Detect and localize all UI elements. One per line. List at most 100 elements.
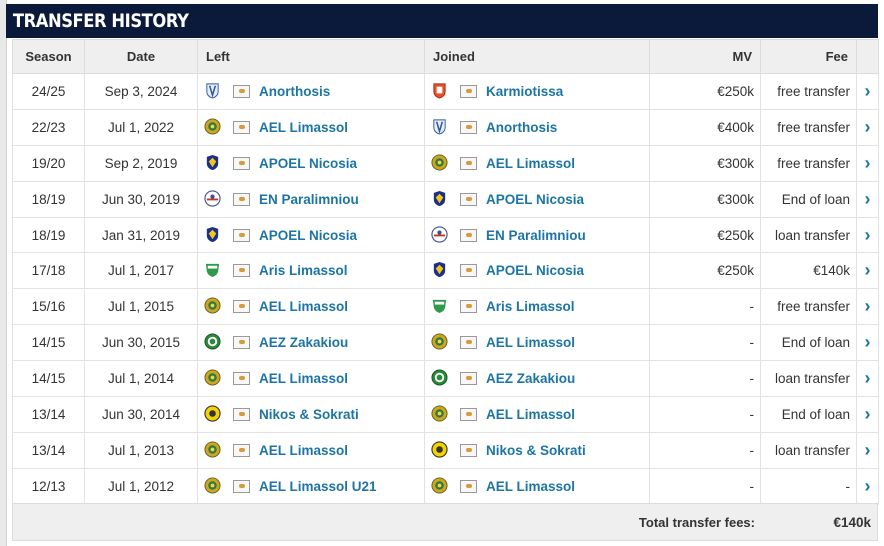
aris-crest-icon[interactable] [204, 261, 221, 280]
date-cell: Jul 1, 2013 [84, 431, 198, 469]
left-club-link[interactable]: APOEL Nicosia [259, 227, 358, 243]
chevron-right-icon[interactable]: › [856, 252, 879, 290]
transfer-row[interactable]: 18/19 Jun 30, 2019 EN Paralimniou APOEL Nic… [12, 180, 879, 218]
joined-club-cell: AEZ Zakakiou [424, 360, 650, 398]
season-cell: 18/19 [12, 180, 85, 218]
fee-cell: loan transfer [760, 216, 857, 254]
left-club-cell: APOEL Nicosia [197, 216, 425, 254]
season-cell: 14/15 [12, 360, 85, 398]
transfer-row[interactable]: 22/23 Jul 1, 2022 AEL Limassol Anorthosis €4… [12, 108, 879, 146]
aris-crest-icon[interactable] [431, 297, 448, 316]
joined-club-link[interactable]: Anorthosis [486, 119, 558, 135]
transfer-row[interactable]: 13/14 Jun 30, 2014 Nikos & Sokrati AEL Lima… [12, 396, 879, 433]
left-club-cell: AEL Limassol U21 [197, 467, 425, 505]
joined-club-link[interactable]: APOEL Nicosia [486, 263, 585, 279]
aez-crest-icon[interactable] [204, 333, 221, 352]
chevron-right-icon[interactable]: › [856, 216, 879, 254]
market-value-cell: €300k [649, 144, 761, 182]
transfer-table: Season Date Left Joined MV Fee 24/25 Sep … [12, 39, 879, 505]
joined-club-link[interactable]: Nikos & Sokrati [486, 442, 586, 458]
paralimni-crest-icon[interactable] [431, 225, 448, 245]
chevron-right-icon[interactable]: › [856, 73, 879, 110]
left-club-link[interactable]: Aris Limassol [259, 263, 348, 279]
left-club-link[interactable]: AEL Limassol [259, 299, 349, 315]
chevron-right-icon[interactable]: › [856, 288, 879, 326]
chevron-right-icon[interactable]: › [856, 108, 879, 146]
market-value-cell: €250k [649, 216, 761, 254]
apoel-crest-icon[interactable] [431, 261, 448, 280]
left-club-link[interactable]: AEL Limassol [259, 371, 349, 387]
ael-crest-icon[interactable] [204, 477, 221, 496]
apoel-crest-icon[interactable] [204, 226, 221, 245]
joined-club-link[interactable]: AEL Limassol [486, 335, 576, 351]
left-club-link[interactable]: AEL Limassol U21 [259, 478, 377, 494]
chevron-right-icon[interactable]: › [856, 431, 879, 469]
chevron-right-icon[interactable]: › [856, 360, 879, 398]
joined-club-link[interactable]: EN Paralimniou [486, 227, 586, 243]
cyprus-flag-icon [460, 407, 477, 421]
nikos-crest-icon[interactable] [204, 405, 221, 424]
left-club-link[interactable]: Anorthosis [259, 83, 331, 99]
chevron-right-icon[interactable]: › [856, 144, 879, 182]
cyprus-flag-icon [460, 192, 477, 206]
transfer-row[interactable]: 24/25 Sep 3, 2024 Anorthosis Karmiotissa €25… [12, 73, 879, 110]
ael-crest-icon[interactable] [431, 333, 448, 352]
joined-club-link[interactable]: AEL Limassol [486, 478, 576, 494]
joined-club-link[interactable]: AEZ Zakakiou [486, 371, 576, 387]
chevron-right-icon[interactable]: › [856, 180, 879, 218]
table-header-row: Season Date Left Joined MV Fee [12, 39, 879, 74]
left-club-link[interactable]: EN Paralimniou [259, 191, 359, 207]
anorthosis-crest-icon[interactable] [204, 82, 221, 101]
karmiotissa-crest-icon[interactable] [431, 82, 448, 101]
joined-club-link[interactable]: Aris Limassol [486, 299, 575, 315]
apoel-crest-icon[interactable] [204, 154, 221, 173]
left-club-link[interactable]: AEL Limassol [259, 119, 349, 135]
cyprus-flag-icon [233, 300, 250, 314]
left-club-link[interactable]: Nikos & Sokrati [259, 406, 359, 422]
nikos-crest-icon[interactable] [431, 441, 448, 460]
ael-crest-icon[interactable] [204, 297, 221, 316]
column-header-date: Date [84, 39, 198, 74]
ael-crest-icon[interactable] [204, 441, 221, 460]
date-cell: Jul 1, 2015 [84, 288, 198, 326]
ael-crest-icon[interactable] [204, 118, 221, 137]
chevron-right-icon[interactable]: › [856, 324, 879, 362]
ael-crest-icon[interactable] [431, 477, 448, 496]
date-cell: Jul 1, 2012 [84, 467, 198, 505]
date-cell: Jun 30, 2019 [84, 180, 198, 218]
ael-crest-icon[interactable] [431, 154, 448, 173]
transfer-row[interactable]: 12/13 Jul 1, 2012 AEL Limassol U21 AEL Lima… [12, 467, 879, 505]
transfer-row[interactable]: 13/14 Jul 1, 2013 AEL Limassol Nikos & Sokr… [12, 431, 879, 469]
market-value-cell: €250k [649, 73, 761, 110]
apoel-crest-icon[interactable] [431, 190, 448, 209]
left-club-cell: AEL Limassol [197, 360, 425, 398]
joined-club-link[interactable]: APOEL Nicosia [486, 191, 585, 207]
ael-crest-icon[interactable] [204, 369, 221, 388]
transfer-row[interactable]: 17/18 Jul 1, 2017 Aris Limassol APOEL Nicos… [12, 252, 879, 290]
date-cell: Jul 1, 2022 [84, 108, 198, 146]
ael-crest-icon[interactable] [431, 405, 448, 424]
transfer-row[interactable]: 18/19 Jan 31, 2019 APOEL Nicosia EN Paralim… [12, 216, 879, 254]
column-header-joined: Joined [424, 39, 650, 74]
transfer-row[interactable]: 14/15 Jul 1, 2014 AEL Limassol AEZ Zakakiou… [12, 360, 879, 398]
chevron-right-icon[interactable]: › [856, 396, 879, 433]
joined-club-link[interactable]: AEL Limassol [486, 155, 576, 171]
left-club-link[interactable]: APOEL Nicosia [259, 155, 358, 171]
left-club-link[interactable]: AEL Limassol [259, 442, 349, 458]
transfer-row[interactable]: 15/16 Jul 1, 2015 AEL Limassol Aris Limasso… [12, 288, 879, 326]
fee-cell: €140k [760, 252, 857, 290]
transfer-row[interactable]: 14/15 Jun 30, 2015 AEZ Zakakiou AEL Limasso… [12, 324, 879, 362]
left-club-link[interactable]: AEZ Zakakiou [259, 335, 349, 351]
paralimni-crest-icon[interactable] [204, 189, 221, 209]
joined-club-cell: APOEL Nicosia [424, 252, 650, 290]
anorthosis-crest-icon[interactable] [431, 118, 448, 137]
chevron-right-icon[interactable]: › [856, 467, 879, 505]
aez-crest-icon[interactable] [431, 369, 448, 388]
date-cell: Jun 30, 2015 [84, 324, 198, 362]
fee-cell: free transfer [760, 108, 857, 146]
joined-club-link[interactable]: AEL Limassol [486, 406, 576, 422]
section-header: TRANSFER HISTORY [6, 4, 878, 38]
cyprus-flag-icon [233, 443, 250, 457]
joined-club-link[interactable]: Karmiotissa [486, 83, 564, 99]
transfer-row[interactable]: 19/20 Sep 2, 2019 APOEL Nicosia AEL Limasso… [12, 144, 879, 182]
